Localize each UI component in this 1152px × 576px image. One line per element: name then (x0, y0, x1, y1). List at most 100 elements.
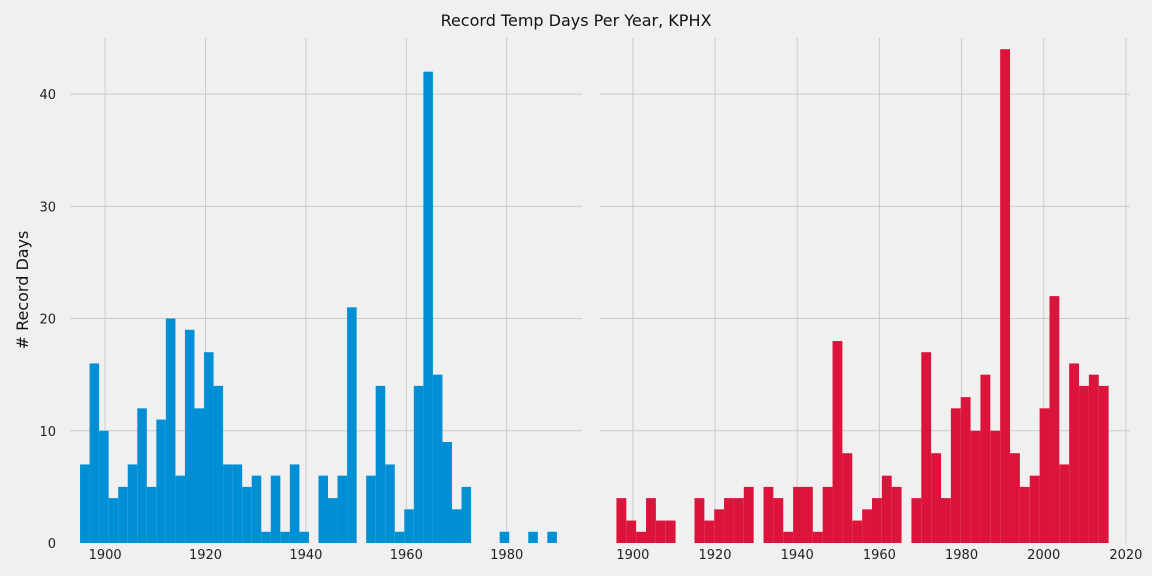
histogram-bar (1019, 486, 1030, 543)
histogram-bar (941, 498, 951, 543)
x-tick-label: 1900 (616, 548, 649, 563)
histogram-bar (442, 442, 452, 543)
histogram-bar (137, 408, 147, 543)
histogram-bar (337, 475, 348, 543)
y-tick-label: 0 (48, 537, 56, 552)
histogram-bar (175, 475, 185, 543)
histogram-bar (950, 408, 961, 543)
histogram-bar (931, 453, 942, 543)
histogram-bar (733, 498, 744, 543)
histogram-bar (423, 71, 433, 544)
histogram-bar (724, 498, 734, 543)
y-tick-label: 10 (39, 425, 56, 440)
histogram-bar (232, 464, 243, 543)
histogram-bar (891, 486, 902, 543)
histogram-bar (646, 498, 656, 543)
histogram-bar (1029, 475, 1040, 543)
histogram-bar (921, 352, 932, 543)
histogram-bar (213, 385, 224, 543)
histogram-bar (451, 509, 462, 543)
histogram-bar (862, 509, 872, 543)
histogram-bar (911, 498, 922, 543)
x-tick-label: 2000 (1027, 548, 1060, 563)
histogram-bar (118, 486, 128, 543)
histogram-bar (763, 486, 774, 543)
histogram-bar (832, 341, 843, 543)
histogram-bar (165, 318, 176, 543)
histogram-bar (852, 520, 863, 543)
histogram-bar (318, 475, 329, 543)
left-panel: 1900 1920 1940 1960 1980 0 10 20 30 40 (39, 38, 582, 563)
histogram-bar (1000, 49, 1011, 543)
histogram-bar (366, 475, 376, 543)
histogram-bar (127, 464, 138, 543)
histogram-bar (413, 385, 424, 543)
histogram-bar (528, 531, 538, 543)
histogram-bar (793, 486, 803, 543)
histogram-bar (636, 531, 647, 543)
histogram-bar (812, 531, 823, 543)
y-axis-label: # Record Days (13, 231, 32, 350)
histogram-bar (547, 531, 557, 543)
histogram-bar (289, 464, 300, 543)
histogram-bar (960, 397, 971, 543)
histogram-bar (990, 430, 1001, 543)
histogram-bar (385, 464, 395, 543)
histogram-bar (1059, 464, 1070, 543)
right-panel: 1900 1920 1940 1960 1980 2000 2020 (600, 38, 1142, 563)
x-tick-label: 1920 (189, 548, 222, 563)
histogram-bar (299, 531, 309, 543)
histogram-bar (99, 430, 109, 543)
histogram-bar (375, 385, 386, 543)
histogram-bar (1098, 385, 1109, 543)
y-tick-label: 30 (39, 200, 56, 215)
x-tick-label: 1980 (945, 548, 978, 563)
histogram-bar (1088, 374, 1099, 543)
histogram-bar (347, 307, 357, 543)
histogram-bar (665, 520, 676, 543)
y-tick-label: 40 (39, 88, 56, 103)
x-tick-label: 2020 (1109, 548, 1142, 563)
x-tick-label: 1920 (698, 548, 731, 563)
histogram-bar (773, 498, 784, 543)
x-tick-label: 1960 (390, 548, 423, 563)
histogram-bar (1010, 453, 1020, 543)
histogram-bar (881, 475, 892, 543)
histogram-bar (822, 486, 833, 543)
histogram-bar (223, 464, 233, 543)
histogram-bar (743, 486, 754, 543)
histogram-bar (499, 531, 510, 543)
x-tick-label: 1960 (863, 548, 896, 563)
histogram-bar (871, 498, 882, 543)
histogram-bar (616, 498, 627, 543)
histogram-bar (704, 520, 715, 543)
histogram-bar (242, 486, 252, 543)
histogram-bar (108, 498, 119, 543)
histogram-bar (802, 486, 813, 543)
histogram-bar (783, 531, 794, 543)
histogram-bar (404, 509, 414, 543)
histogram-bar (432, 374, 443, 543)
histogram-bar (184, 329, 195, 543)
histogram-bar (461, 486, 472, 543)
x-tick-label: 1940 (289, 548, 322, 563)
histogram-bar (1069, 363, 1080, 543)
histogram-bar (156, 419, 166, 543)
x-tick-label: 1900 (89, 548, 122, 563)
x-tick-label: 1980 (490, 548, 523, 563)
histogram-bar (204, 352, 214, 543)
histogram-bar (394, 531, 405, 543)
histogram-bar (970, 430, 981, 543)
histogram-bar (694, 498, 705, 543)
histogram-bar (626, 520, 637, 543)
histogram-bar (146, 486, 157, 543)
histogram-bar (89, 363, 100, 543)
histogram-bar (270, 475, 281, 543)
histogram-bar (80, 464, 90, 543)
histogram-bar (1039, 408, 1050, 543)
x-tick-label: 1940 (781, 548, 814, 563)
histogram-bar (328, 498, 338, 543)
histogram-bar (980, 374, 991, 543)
histogram-bar (280, 531, 290, 543)
